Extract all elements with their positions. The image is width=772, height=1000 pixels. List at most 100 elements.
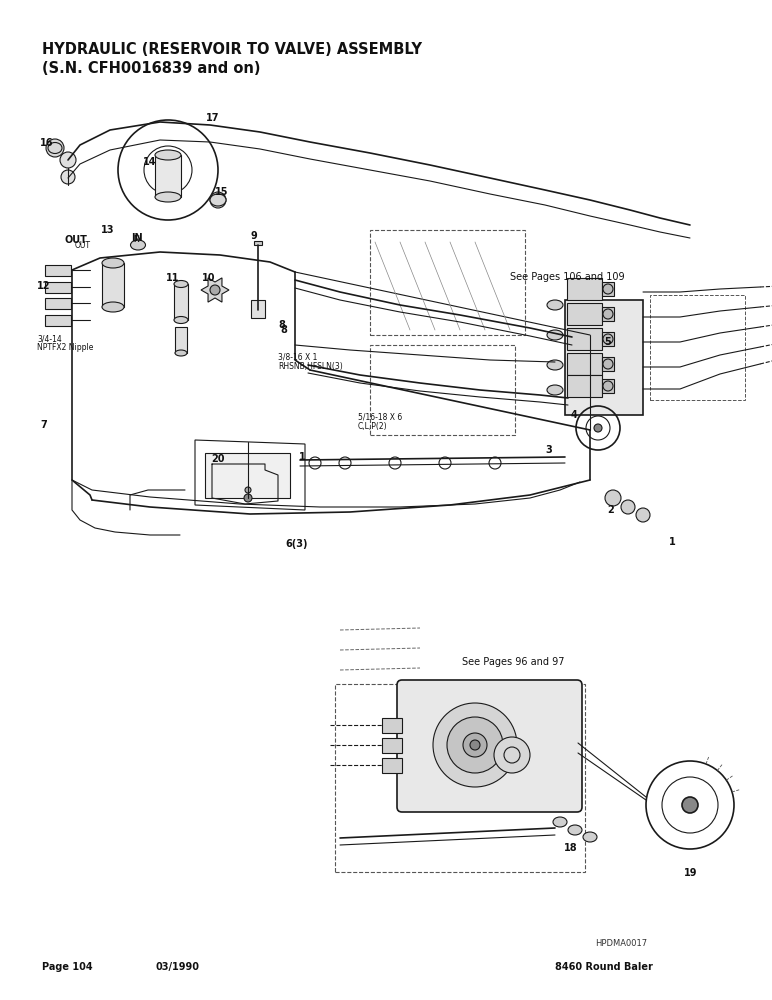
Circle shape	[603, 284, 613, 294]
Circle shape	[433, 703, 517, 787]
Bar	[567, 353, 602, 375]
Circle shape	[447, 717, 503, 773]
Circle shape	[489, 457, 501, 469]
Text: 3/4-14: 3/4-14	[37, 334, 62, 343]
Polygon shape	[195, 440, 305, 510]
Circle shape	[636, 508, 650, 522]
Circle shape	[603, 359, 613, 369]
Bar	[335, 684, 585, 872]
Text: 12: 12	[37, 281, 51, 291]
Ellipse shape	[583, 832, 597, 842]
Bar	[382, 738, 402, 753]
Ellipse shape	[155, 150, 181, 160]
Text: OUT: OUT	[75, 241, 91, 250]
Text: 1: 1	[299, 452, 306, 462]
Ellipse shape	[102, 302, 124, 312]
Circle shape	[603, 381, 613, 391]
Circle shape	[245, 487, 251, 493]
Text: 6(3): 6(3)	[286, 539, 308, 549]
Ellipse shape	[130, 240, 145, 250]
Circle shape	[682, 797, 698, 813]
Text: OUT: OUT	[65, 235, 87, 245]
Ellipse shape	[547, 300, 563, 310]
Text: 11: 11	[166, 273, 180, 283]
Bar	[45, 265, 71, 276]
Circle shape	[605, 490, 621, 506]
Text: 8: 8	[279, 320, 286, 330]
Text: NPTFX2 Nipple: NPTFX2 Nipple	[37, 343, 93, 352]
Text: 8: 8	[280, 325, 287, 335]
Text: See Pages 106 and 109: See Pages 106 and 109	[510, 272, 625, 282]
Circle shape	[470, 740, 480, 750]
Bar	[382, 718, 402, 733]
Text: C,L,P(2): C,L,P(2)	[358, 422, 388, 431]
Circle shape	[621, 500, 635, 514]
Text: 5: 5	[604, 337, 611, 347]
Bar	[155, 155, 181, 197]
Circle shape	[60, 152, 76, 168]
Bar	[254, 241, 262, 245]
Bar	[45, 315, 71, 326]
Circle shape	[339, 457, 351, 469]
Circle shape	[61, 170, 75, 184]
Bar	[175, 327, 187, 353]
Ellipse shape	[174, 280, 188, 288]
Text: 14: 14	[144, 157, 157, 167]
Bar	[650, 295, 745, 400]
Bar	[602, 307, 614, 321]
Text: 03/1990: 03/1990	[155, 962, 199, 972]
Bar	[602, 357, 614, 371]
Text: 15: 15	[215, 187, 229, 197]
Circle shape	[210, 192, 226, 208]
Bar	[602, 379, 614, 393]
Bar	[45, 282, 71, 293]
Text: 9: 9	[251, 231, 257, 241]
Circle shape	[463, 733, 487, 757]
Ellipse shape	[547, 360, 563, 370]
Bar	[567, 375, 602, 397]
Ellipse shape	[568, 825, 582, 835]
Text: 1: 1	[669, 537, 676, 547]
Circle shape	[494, 737, 530, 773]
Ellipse shape	[553, 817, 567, 827]
Bar	[382, 758, 402, 773]
Ellipse shape	[547, 330, 563, 340]
Text: HYDRAULIC (RESERVOIR TO VALVE) ASSEMBLY: HYDRAULIC (RESERVOIR TO VALVE) ASSEMBLY	[42, 42, 422, 57]
Text: 18: 18	[564, 843, 577, 853]
Bar	[567, 303, 602, 325]
Text: IN: IN	[132, 235, 140, 244]
Text: 8460 Round Baler: 8460 Round Baler	[555, 962, 653, 972]
Ellipse shape	[48, 142, 62, 153]
Circle shape	[309, 457, 321, 469]
Text: 3/8-16 X 1: 3/8-16 X 1	[278, 353, 317, 362]
Text: 10: 10	[202, 273, 215, 283]
Text: RHSNB,HFSLN(3): RHSNB,HFSLN(3)	[278, 362, 343, 371]
Bar	[567, 328, 602, 350]
Bar	[567, 278, 602, 300]
Bar	[251, 300, 265, 318]
Ellipse shape	[102, 258, 124, 268]
Bar	[565, 300, 643, 415]
Bar	[205, 453, 290, 498]
Text: 17: 17	[206, 113, 220, 123]
Ellipse shape	[175, 350, 187, 356]
Text: 16: 16	[40, 138, 54, 148]
Circle shape	[594, 424, 602, 432]
Text: 4: 4	[571, 410, 577, 420]
Text: 20: 20	[212, 454, 225, 464]
Ellipse shape	[547, 385, 563, 395]
Text: 13: 13	[101, 225, 115, 235]
Circle shape	[603, 309, 613, 319]
Circle shape	[389, 457, 401, 469]
Text: IN: IN	[131, 233, 143, 243]
Bar	[602, 282, 614, 296]
Polygon shape	[201, 278, 229, 302]
Text: 5/16-18 X 6: 5/16-18 X 6	[358, 413, 402, 422]
Text: See Pages 96 and 97: See Pages 96 and 97	[462, 657, 564, 667]
Circle shape	[210, 285, 220, 295]
Circle shape	[244, 494, 252, 502]
Bar	[174, 284, 188, 320]
Ellipse shape	[174, 316, 188, 324]
Circle shape	[439, 457, 451, 469]
Text: 7: 7	[41, 420, 47, 430]
